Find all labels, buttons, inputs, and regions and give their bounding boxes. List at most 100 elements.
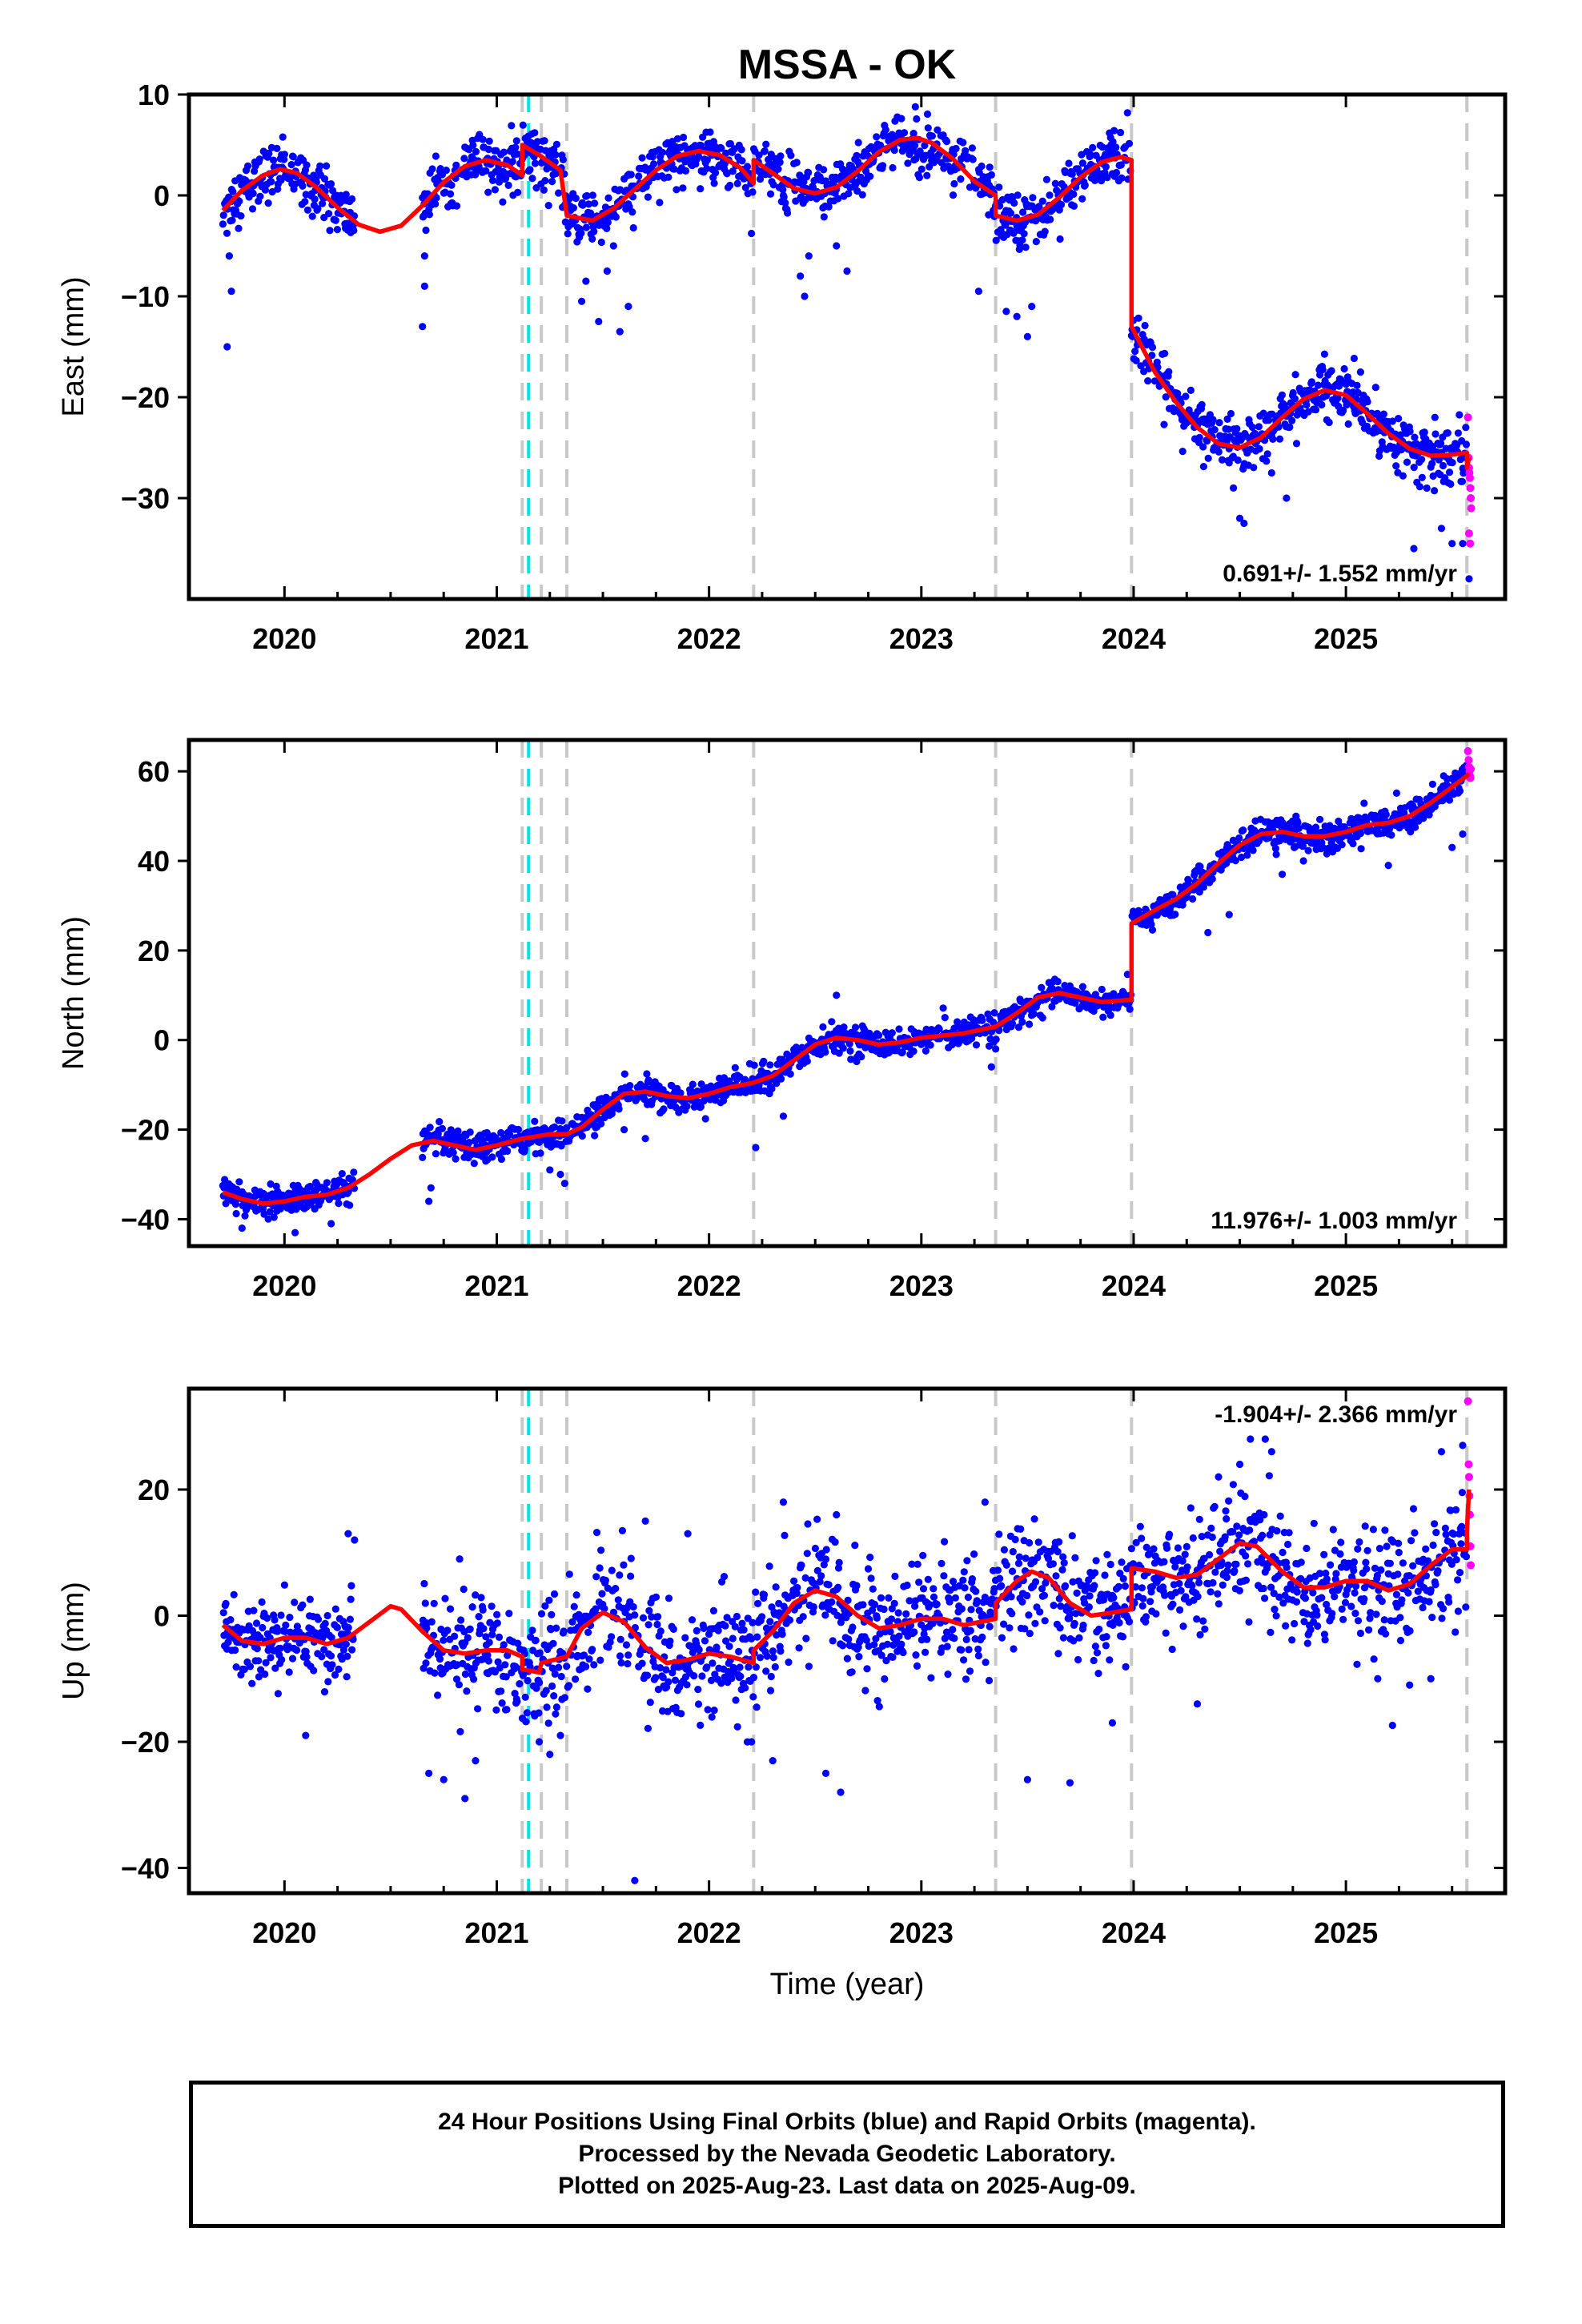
up-data-point-1281	[1195, 1515, 1203, 1523]
north-rapid-point-1	[1464, 756, 1473, 765]
east-data-point-931	[952, 144, 960, 153]
up-data-point-1347	[1242, 1576, 1250, 1584]
east-data-point-217	[432, 152, 440, 160]
east-data-point-425	[583, 191, 591, 200]
north-data-point-685	[766, 1061, 774, 1069]
east-data-point-648	[748, 229, 756, 238]
north-data-point-575	[689, 1080, 697, 1088]
up-data-point-585	[705, 1646, 713, 1654]
east-data-point-1053	[1041, 227, 1049, 235]
up-data-point-965	[970, 1550, 978, 1558]
east-data-point-972	[987, 171, 995, 179]
up-data-point-1323	[1225, 1497, 1233, 1505]
east-outlier-point-27	[1267, 468, 1275, 477]
up-data-point-644	[744, 1614, 752, 1622]
up-data-point-307	[501, 1661, 509, 1669]
east-data-point-592	[706, 128, 714, 136]
east-data-point-1456	[1334, 394, 1342, 402]
up-data-point-54	[256, 1634, 264, 1642]
east-x-tick-label: 2021	[464, 622, 528, 655]
east-data-point-941	[962, 147, 970, 155]
east-data-point-928	[950, 179, 958, 188]
up-data-point-1449	[1318, 1594, 1326, 1602]
east-data-point-1569	[1410, 464, 1418, 472]
east-data-point-790	[853, 151, 861, 159]
up-data-point-309	[502, 1673, 510, 1681]
east-data-point-625	[729, 167, 737, 175]
north-data-point-449	[597, 1120, 605, 1128]
up-data-point-905	[927, 1674, 935, 1682]
up-data-point-925	[942, 1628, 951, 1636]
east-data-point-1229	[1174, 389, 1182, 397]
up-data-point-296	[493, 1610, 501, 1618]
east-data-point-1151	[1112, 168, 1121, 177]
up-data-point-44	[250, 1606, 258, 1614]
east-data-point-874	[911, 103, 919, 111]
east-rapid-point-9	[1466, 539, 1475, 548]
up-data-point-1148	[1103, 1550, 1111, 1558]
up-data-point-1380	[1267, 1583, 1275, 1591]
north-data-point-192	[350, 1168, 358, 1176]
up-data-point-1415	[1293, 1588, 1301, 1596]
up-data-point-950	[961, 1584, 969, 1592]
up-data-point-1302	[1211, 1568, 1219, 1576]
up-data-point-1215	[1150, 1545, 1158, 1553]
north-data-point-126	[306, 1182, 314, 1191]
up-data-point-1447	[1316, 1570, 1324, 1578]
east-data-point-643	[743, 163, 752, 171]
north-data-point-1589	[1411, 823, 1419, 831]
up-data-point-222	[441, 1594, 449, 1602]
up-data-point-1041	[1025, 1611, 1033, 1619]
north-data-point-1297	[1208, 875, 1216, 883]
up-data-point-132	[310, 1667, 318, 1675]
up-data-point-724	[797, 1561, 805, 1570]
up-data-point-1404	[1284, 1540, 1292, 1549]
north-data-point-266	[466, 1128, 474, 1136]
up-data-point-528	[665, 1678, 673, 1686]
up-data-point-635	[738, 1619, 746, 1627]
up-data-point-153	[323, 1611, 331, 1620]
up-data-point-267	[474, 1705, 482, 1713]
up-data-point-960	[966, 1626, 974, 1634]
east-data-point-486	[628, 208, 636, 216]
east-x-tick-label: 2025	[1314, 622, 1378, 655]
east-data-point-368	[540, 137, 548, 145]
east-data-point-427	[584, 200, 592, 208]
east-data-point-1340	[1255, 423, 1263, 431]
up-data-point-1358	[1250, 1538, 1259, 1546]
east-data-point-885	[921, 142, 929, 150]
east-data-point-641	[741, 183, 749, 191]
north-data-point-872	[895, 1025, 903, 1033]
up-data-point-240	[456, 1555, 464, 1563]
north-data-point-387	[550, 1123, 559, 1131]
up-data-point-1319	[1223, 1515, 1231, 1523]
east-data-point-454	[603, 224, 611, 232]
up-data-point-436	[592, 1573, 600, 1581]
north-data-point-1562	[1392, 789, 1400, 798]
east-data-point-797	[857, 173, 865, 181]
up-data-point-1445	[1314, 1622, 1322, 1630]
up-data-point-1427	[1303, 1544, 1311, 1553]
east-data-point-617	[723, 170, 731, 178]
up-data-point-302	[497, 1687, 505, 1695]
up-data-point-1063	[1041, 1617, 1049, 1625]
up-data-point-1054	[1034, 1554, 1042, 1562]
north-model-line	[222, 772, 1471, 1206]
up-data-point-365	[543, 1703, 551, 1711]
east-data-point-1264	[1199, 443, 1207, 451]
east-data-point-1578	[1415, 483, 1423, 491]
north-outlier-point-12	[833, 991, 841, 999]
east-data-point-1588	[1423, 484, 1431, 493]
up-data-point-102	[291, 1598, 299, 1606]
north-data-point-153	[323, 1179, 331, 1187]
east-data-point-218	[432, 194, 440, 202]
east-x-tick-label: 2020	[252, 622, 316, 655]
east-data-point-104	[287, 161, 295, 169]
up-data-point-186	[347, 1595, 355, 1603]
up-data-point-251	[463, 1687, 471, 1695]
up-data-point-1167	[1114, 1582, 1122, 1590]
north-frame	[187, 738, 1508, 1248]
up-data-point-572	[695, 1646, 703, 1654]
up-data-point-211	[434, 1691, 442, 1699]
east-data-point-93	[279, 133, 287, 141]
